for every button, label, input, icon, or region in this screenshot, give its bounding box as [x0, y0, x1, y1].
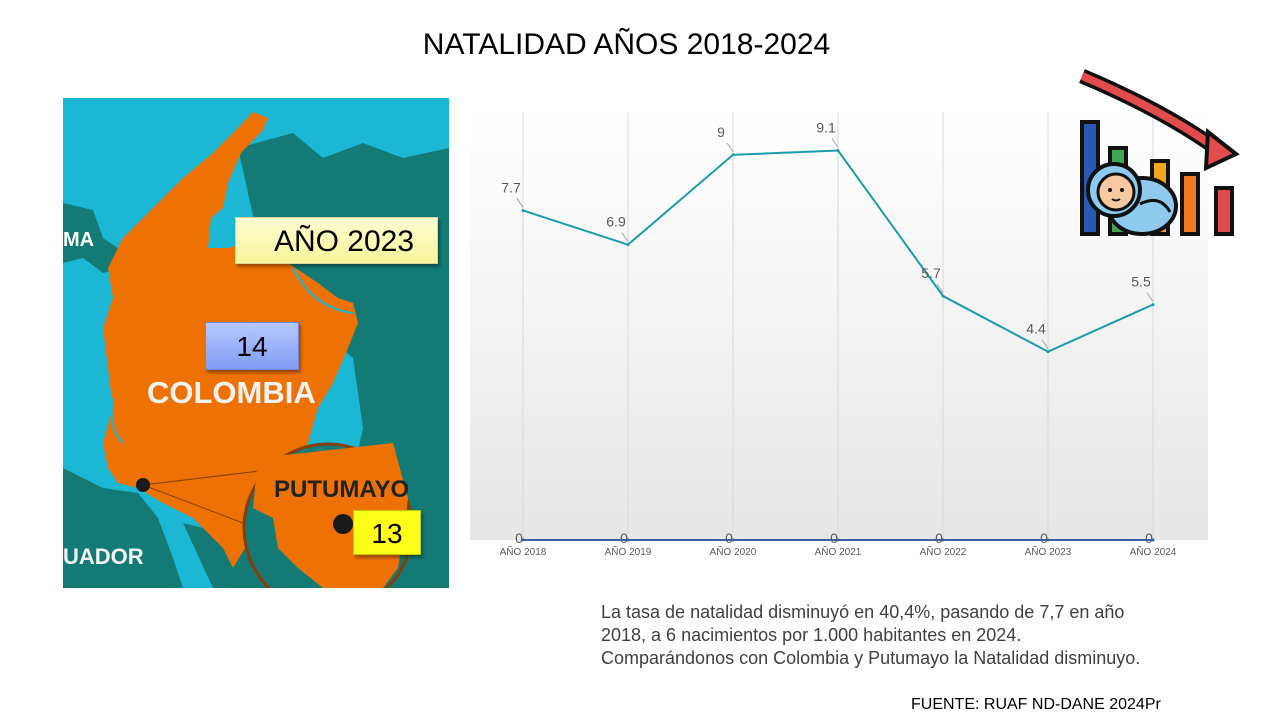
source-credit: FUENTE: RUAF ND-DANE 2024Pr — [911, 696, 1161, 713]
chart-data-point — [626, 243, 630, 247]
chart-data-point — [941, 294, 945, 298]
chart-x-tick-label: AÑO 2020 — [710, 545, 757, 558]
putumayo-location-dot — [136, 478, 150, 492]
chart-label-leader — [936, 283, 944, 294]
map-river — [292, 267, 354, 314]
map-river-west — [110, 397, 124, 444]
colombia-value-box: 14 — [205, 322, 299, 370]
chart-x-tick-label: AÑO 2019 — [605, 545, 652, 558]
chart-data-point — [1046, 350, 1050, 354]
map-ecuador — [63, 468, 183, 588]
map-label-panama: MA — [63, 229, 94, 251]
chart-data-point — [941, 538, 945, 542]
map-label-putumayo: PUTUMAYO — [274, 476, 409, 503]
chart-data-label: 0 — [725, 530, 733, 546]
chart-label-leader — [621, 232, 629, 242]
chart-data-label: 5.7 — [921, 265, 941, 281]
chart-data-point — [1151, 303, 1155, 307]
chart-x-tick-label: AÑO 2018 — [500, 545, 547, 558]
chart-data-label: 0 — [830, 530, 838, 546]
chart-data-point — [626, 538, 630, 542]
chart-data-label: 0 — [1145, 530, 1153, 546]
chart-x-tick-label: AÑO 2022 — [920, 545, 967, 558]
chart-data-point — [521, 538, 525, 542]
map-panama — [63, 203, 121, 273]
chart-x-tick-label: AÑO 2023 — [1025, 545, 1072, 558]
chart-data-label: 9 — [717, 124, 725, 140]
chart-x-tick-label: AÑO 2021 — [815, 545, 862, 558]
map-label-colombia: COLOMBIA — [147, 375, 316, 410]
chart-label-leader — [1146, 292, 1154, 302]
chart-label-leader — [516, 198, 524, 208]
chart-data-point — [1151, 538, 1155, 542]
summary-note: La tasa de natalidad disminuyó en 40,4%,… — [601, 601, 1261, 670]
chart-data-label: 9.1 — [816, 120, 836, 136]
summary-note-line-1: La tasa de natalidad disminuyó en 40,4%,… — [601, 602, 1125, 622]
chart-label-leader — [1041, 339, 1049, 349]
summary-note-line-3: Comparándonos con Colombia y Putumayo la… — [601, 648, 1141, 668]
map-label-ecuador: UADOR — [63, 544, 144, 569]
icon-arrow-head — [1203, 128, 1240, 172]
chart-data-point — [836, 538, 840, 542]
chart-data-label: 7.7 — [501, 179, 521, 195]
page-title: NATALIDAD AÑOS 2018-2024 — [422, 28, 831, 61]
icon-bar-red — [1214, 186, 1234, 236]
putumayo-value-box: 13 — [353, 510, 421, 555]
icon-baby-eye-left — [1108, 188, 1112, 192]
chart-data-label: 0 — [515, 530, 523, 546]
chart-label-leader — [726, 142, 734, 153]
map-connector-bottom — [142, 484, 252, 527]
chart-data-point — [1046, 538, 1050, 542]
chart-data-label: 0 — [620, 530, 628, 546]
chart-data-point — [521, 208, 525, 212]
icon-baby-eye-right — [1120, 188, 1124, 192]
summary-note-line-2: 2018, a 6 nacimientos por 1.000 habitant… — [601, 625, 1022, 645]
chart-data-label: 4.4 — [1026, 321, 1046, 337]
chart-data-label: 6.9 — [606, 214, 626, 230]
chart-data-point — [836, 149, 840, 153]
icon-blanket-fold — [1139, 198, 1172, 213]
chart-data-point — [731, 538, 735, 542]
icon-bar-orange — [1180, 172, 1200, 236]
chart-data-label: 5.5 — [1131, 274, 1151, 290]
chart-data-label: 0 — [1040, 530, 1048, 546]
chart-data-point — [731, 153, 735, 157]
icon-baby-mouth — [1111, 198, 1121, 202]
year-label-box: AÑO 2023 — [235, 217, 438, 264]
chart-x-tick-label: AÑO 2024 — [1130, 545, 1177, 558]
chart-data-label: 0 — [935, 530, 943, 546]
icon-baby-face — [1096, 172, 1136, 212]
decreasing-birth-rate-icon — [1070, 66, 1250, 246]
putumayo-zoom-dot — [333, 514, 353, 534]
chart-label-leader — [831, 138, 839, 148]
map-connector-top — [142, 469, 269, 486]
